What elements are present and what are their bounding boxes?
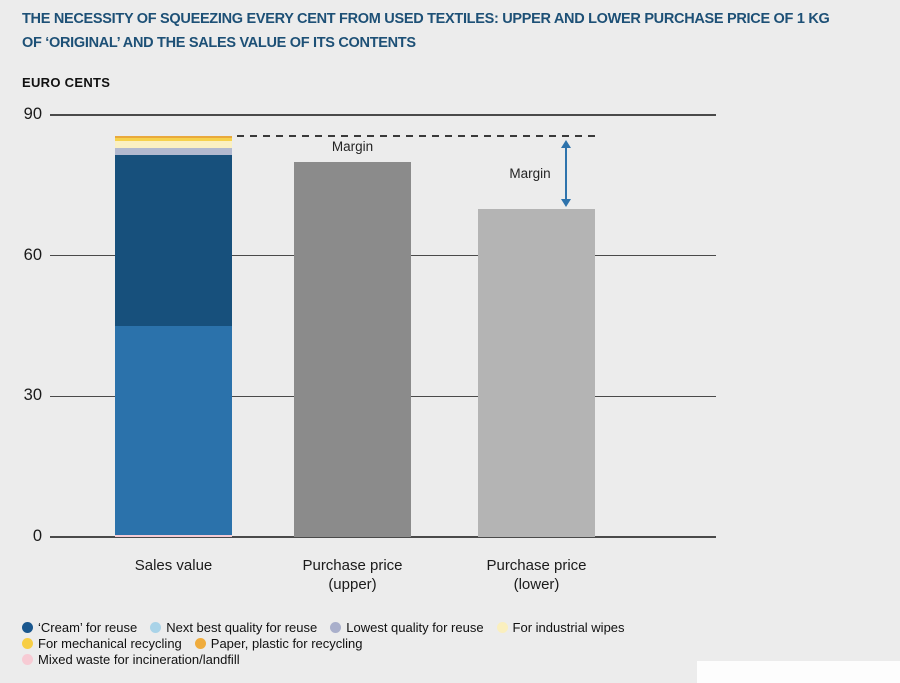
page-corner-white bbox=[697, 661, 900, 683]
y-tick-label-30: 30 bbox=[23, 386, 42, 405]
legend-row-3: Mixed waste for incineration/landfill bbox=[22, 651, 638, 667]
y-axis-unit-label: EURO CENTS bbox=[22, 75, 111, 90]
sales-bar-segment-4 bbox=[115, 140, 232, 148]
legend-item: Lowest quality for reuse bbox=[330, 619, 484, 635]
legend-row-2: For mechanical recycling Paper, plastic f… bbox=[22, 635, 638, 651]
sales-bar-segment-6 bbox=[115, 136, 232, 139]
chart-title-line-2: OF ‘ORIGINAL’ AND THE SALES VALUE OF ITS… bbox=[22, 35, 416, 51]
x-category-label-line: Sales value bbox=[134, 557, 213, 574]
y-tick-label-0: 0 bbox=[32, 527, 42, 545]
sales-bar-segment-2 bbox=[115, 154, 232, 326]
legend-color-dot-icon bbox=[22, 637, 33, 649]
margin-label-upper: Margin bbox=[331, 139, 374, 155]
margin-arrow-head-up bbox=[561, 140, 571, 149]
x-category-label-line: (lower) bbox=[513, 576, 560, 593]
chart-title-line-1: THE NECESSITY OF SQUEEZING EVERY CENT FR… bbox=[22, 11, 830, 27]
sales-bar-segment-3 bbox=[115, 147, 232, 155]
legend-item: Mixed waste for incineration/landfill bbox=[22, 652, 240, 667]
x-category-label-1: Sales value bbox=[84, 556, 264, 575]
legend-item-label: For mechanical recycling bbox=[38, 635, 182, 651]
sales-bar-segment-5 bbox=[115, 138, 232, 141]
legend-item-label: Lowest quality for reuse bbox=[346, 619, 484, 635]
legend-item-label: Mixed waste for incineration/landfill bbox=[38, 651, 240, 667]
legend-item-label: For industrial wipes bbox=[512, 619, 625, 635]
chart-title: THE NECESSITY OF SQUEEZING EVERY CENT FR… bbox=[22, 7, 830, 55]
legend-item: ‘Cream’ for reuse bbox=[22, 620, 137, 635]
legend-item: For mechanical recycling bbox=[22, 636, 182, 651]
gridline-0 bbox=[50, 536, 716, 538]
legend-item-label: Next best quality for reuse bbox=[166, 619, 318, 635]
y-tick-label-60: 60 bbox=[23, 245, 42, 264]
legend-item: For industrial wipes bbox=[496, 619, 625, 635]
legend-color-dot-icon bbox=[496, 621, 508, 633]
y-tick-label-90: 90 bbox=[23, 105, 42, 123]
bar-2 bbox=[294, 161, 411, 537]
legend-color-dot-icon bbox=[194, 637, 206, 649]
legend: ‘Cream’ for reuse Next best quality for r… bbox=[22, 619, 638, 667]
gridline-90 bbox=[50, 114, 716, 116]
legend-item: Next best quality for reuse bbox=[150, 620, 317, 635]
legend-item-label: Paper, plastic for recycling bbox=[210, 635, 363, 651]
legend-row-1: ‘Cream’ for reuse Next best quality for r… bbox=[22, 619, 638, 635]
margin-label-lower: Margin bbox=[509, 166, 551, 182]
sales-bar-segment-1 bbox=[115, 326, 232, 535]
x-category-label-3: Purchase price (lower) bbox=[447, 556, 627, 594]
margin-arrow-head-down bbox=[561, 198, 571, 207]
margin-arrow-shaft bbox=[565, 146, 567, 201]
legend-color-dot-icon bbox=[150, 621, 162, 633]
sales-bar-segment-0 bbox=[115, 534, 232, 537]
x-category-label-line: Purchase price bbox=[302, 557, 403, 574]
legend-item-label: ‘Cream’ for reuse bbox=[38, 619, 138, 635]
legend-item: Paper, plastic for recycling bbox=[194, 635, 363, 651]
x-category-label-line: Purchase price bbox=[486, 557, 587, 574]
margin-dashed-line bbox=[237, 135, 598, 138]
legend-color-dot-icon bbox=[22, 621, 33, 633]
x-category-label-2: Purchase price (upper) bbox=[263, 556, 443, 594]
legend-color-dot-icon bbox=[330, 621, 342, 633]
legend-color-dot-icon bbox=[22, 653, 33, 665]
x-category-label-line: (upper) bbox=[328, 576, 377, 593]
bar-3 bbox=[478, 208, 595, 537]
